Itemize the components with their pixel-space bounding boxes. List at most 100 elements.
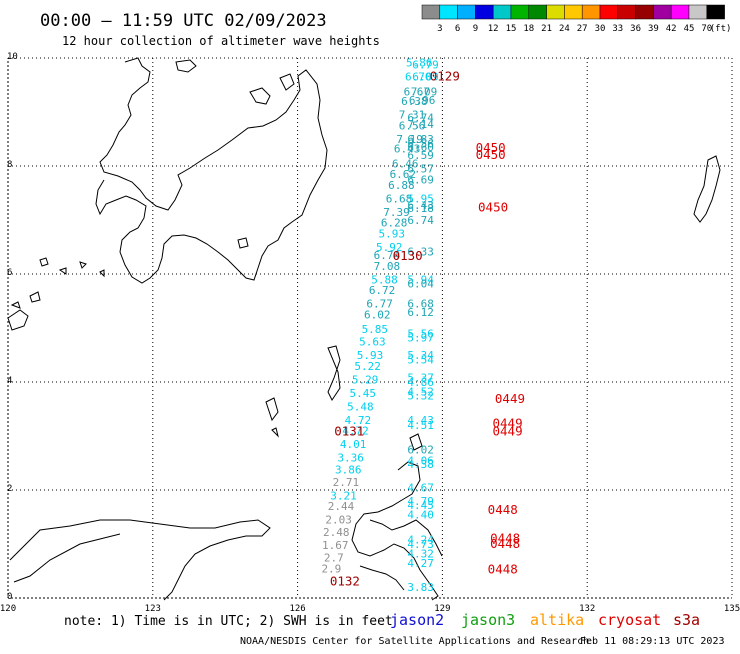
colorbar-swatch (599, 4, 619, 20)
pass-time-label: 0450 (476, 140, 506, 155)
wave-height-label: 5.88 (371, 273, 398, 286)
colorbar-label: 33 (612, 24, 623, 34)
wave-height-label: 6.33 (407, 245, 434, 258)
wave-height-label: 4.38 (407, 458, 434, 471)
colorbar-swatch (653, 4, 672, 20)
wave-height-label: 6.43 (394, 143, 421, 156)
grid-lines (7, 57, 733, 599)
plot-area: 5.866.796.706.096.677.096.386.967.316.74… (0, 52, 740, 614)
wave-height-label: 7.08 (374, 260, 401, 273)
colorbar-swatch (510, 4, 530, 20)
colorbar-label: 3 (437, 24, 442, 34)
x-tick-label: 123 (145, 604, 161, 614)
x-tick-label: 129 (434, 604, 450, 614)
wave-height-label: 7.09 (411, 85, 438, 98)
coastline-zamboanga (7, 309, 29, 331)
legend-jason2: jason2 (390, 611, 444, 629)
y-tick-label: 4 (7, 376, 12, 386)
legend-cryosat: cryosat (598, 611, 661, 629)
colorbar-swatch (688, 4, 708, 20)
coastline-morotai (409, 433, 423, 451)
wave-height-label: 3.86 (335, 463, 362, 476)
wave-height-label: 6.02 (364, 309, 391, 322)
wave-height-label: 5.34 (407, 349, 434, 362)
chart-title: 00:00 – 11:59 UTC 02/09/2023 (40, 11, 327, 31)
wave-height-label: 4.06 (407, 454, 434, 467)
wave-height-label: 4.45 (407, 499, 434, 512)
colorbar-swatch (670, 4, 690, 20)
colorbar-label: 45 (684, 24, 695, 34)
wave-height-label: 5.95 (407, 192, 434, 205)
colorbar-swatch (635, 4, 654, 20)
colorbar-label: 30 (595, 24, 606, 34)
colorbar-label: 27 (577, 24, 588, 34)
wave-height-label: 5.54 (407, 353, 434, 366)
wave-height-label: 2.9 (321, 562, 341, 575)
wave-height-label: 6.09 (412, 70, 439, 83)
wave-height-label: 2.48 (323, 526, 350, 539)
y-tick-label: 8 (7, 160, 12, 170)
wave-height-label: 6.56 (407, 137, 434, 150)
colorbar-label: 42 (666, 24, 677, 34)
wave-height-label: 5.22 (354, 360, 381, 373)
wave-height-label: 5.48 (347, 400, 374, 413)
colorbar-label: 6 (455, 24, 460, 34)
axis-tick-labels: 120 123 126 129 132 135 0 2 4 6 8 10 (0, 52, 740, 614)
wave-height-label: 4.52 (407, 386, 434, 399)
wave-height-label: 4.86 (407, 376, 434, 389)
wave-height-label: 6.79 (412, 58, 439, 71)
x-tick-label: 132 (579, 604, 595, 614)
coastline-sulu-islands (10, 257, 105, 309)
wave-height-label: 6.77 (366, 298, 393, 311)
wave-height-label: 2.44 (328, 500, 355, 513)
wave-height-label: 7.19 (396, 133, 423, 146)
colorbar-swatch (706, 4, 725, 20)
wave-height-label: 4.24 (407, 534, 434, 547)
coastline-palau (693, 155, 721, 223)
wave-height-label: 6.12 (407, 306, 434, 319)
pass-time-labels: 0129045004500450013004490449044901310448… (330, 68, 525, 588)
wave-height-label: 6.96 (409, 94, 436, 107)
wave-height-label: 6.88 (388, 179, 415, 192)
pass-time-label: 0448 (490, 531, 520, 546)
colorbar-label: 9 (473, 24, 478, 34)
colorbar-label: 36 (630, 24, 641, 34)
wave-height-label: 5.86 (406, 56, 433, 69)
wave-height-label: 5.93 (378, 228, 405, 241)
wave-height-label: 4.79 (407, 495, 434, 508)
pass-time-label: 0130 (393, 248, 423, 263)
wave-height-label: 6.67 (404, 85, 431, 98)
wave-height-label: 3.21 (330, 489, 357, 502)
wave-height-label: 4.72 (345, 414, 372, 427)
colorbar-swatch (546, 4, 565, 20)
wave-height-label: 5.56 (407, 327, 434, 340)
wave-height-label: 7.39 (383, 206, 410, 219)
pass-time-label: 0132 (330, 574, 360, 589)
pass-time-label: 0448 (488, 502, 518, 517)
wave-height-label: 4.32 (407, 548, 434, 561)
wave-height-label: 4.73 (407, 538, 434, 551)
wave-height-label: 6.38 (401, 95, 428, 108)
footer-timestamp: Feb 11 08:29:13 UTC 2023 (580, 636, 725, 647)
colorbar-swatch (492, 4, 512, 20)
coastline-bohol (175, 59, 197, 73)
pass-time-label: 0450 (476, 147, 506, 162)
wave-height-label: 7.14 (407, 118, 434, 131)
pass-time-label: 0129 (430, 68, 460, 83)
coastline-sarangani (327, 345, 341, 401)
coastlines (7, 57, 721, 601)
pass-time-label: 0448 (488, 561, 518, 576)
wave-height-label: 2.71 (333, 476, 360, 489)
wave-height-label: 6.59 (407, 149, 434, 162)
wave-height-label: 5.37 (407, 372, 434, 385)
wave-height-label: 5.45 (350, 387, 377, 400)
pass-time-label: 0449 (495, 391, 525, 406)
legend-s3a: s3a (673, 611, 700, 629)
colorbar: 3 6 9 12 15 18 21 24 27 30 33 36 39 42 45 70(ft) (421, 4, 731, 34)
wave-height-label: 5.32 (407, 390, 434, 403)
wave-height-label: 3.83 (407, 581, 434, 594)
wave-height-label: 2.7 (324, 552, 344, 565)
colorbar-label: 18 (523, 24, 534, 34)
